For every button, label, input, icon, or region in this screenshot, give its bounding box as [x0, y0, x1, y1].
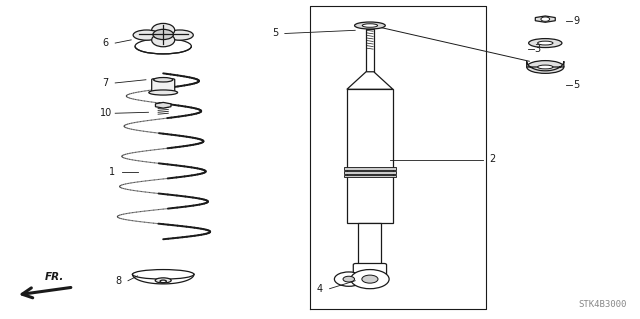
Ellipse shape — [152, 33, 175, 47]
Circle shape — [153, 29, 173, 40]
Polygon shape — [156, 102, 171, 108]
Circle shape — [362, 275, 378, 283]
Text: 3: 3 — [534, 44, 541, 55]
Ellipse shape — [160, 280, 166, 283]
Text: 6: 6 — [102, 38, 109, 48]
Ellipse shape — [135, 39, 191, 54]
Circle shape — [351, 270, 389, 289]
Ellipse shape — [132, 270, 194, 279]
Ellipse shape — [538, 65, 553, 69]
Ellipse shape — [133, 30, 160, 40]
Ellipse shape — [166, 30, 193, 40]
Polygon shape — [527, 61, 564, 71]
Ellipse shape — [355, 22, 385, 29]
Ellipse shape — [155, 278, 172, 283]
Bar — [366, 29, 374, 89]
FancyBboxPatch shape — [353, 263, 387, 275]
Circle shape — [343, 276, 355, 282]
Ellipse shape — [152, 23, 175, 37]
Ellipse shape — [362, 24, 378, 27]
Ellipse shape — [527, 61, 564, 73]
Bar — [358, 223, 381, 265]
Bar — [347, 89, 393, 223]
Text: 2: 2 — [490, 154, 496, 165]
Text: 1: 1 — [109, 167, 115, 177]
Bar — [344, 174, 396, 177]
Ellipse shape — [148, 90, 178, 95]
Text: 5: 5 — [573, 79, 579, 90]
Text: 9: 9 — [573, 16, 579, 26]
Bar — [344, 171, 396, 174]
Text: 4: 4 — [317, 284, 323, 294]
Text: 7: 7 — [102, 78, 109, 88]
Text: 8: 8 — [115, 276, 122, 286]
Text: STK4B3000: STK4B3000 — [579, 300, 627, 309]
Bar — [344, 167, 396, 170]
Ellipse shape — [538, 41, 553, 45]
Polygon shape — [132, 274, 194, 284]
FancyBboxPatch shape — [152, 79, 175, 93]
Text: 5: 5 — [272, 28, 278, 39]
Circle shape — [334, 272, 363, 286]
Polygon shape — [535, 16, 556, 22]
Ellipse shape — [529, 39, 562, 48]
Polygon shape — [347, 72, 393, 89]
Text: FR.: FR. — [45, 272, 64, 282]
Circle shape — [541, 17, 550, 21]
Ellipse shape — [154, 78, 173, 82]
Text: 10: 10 — [99, 108, 112, 118]
